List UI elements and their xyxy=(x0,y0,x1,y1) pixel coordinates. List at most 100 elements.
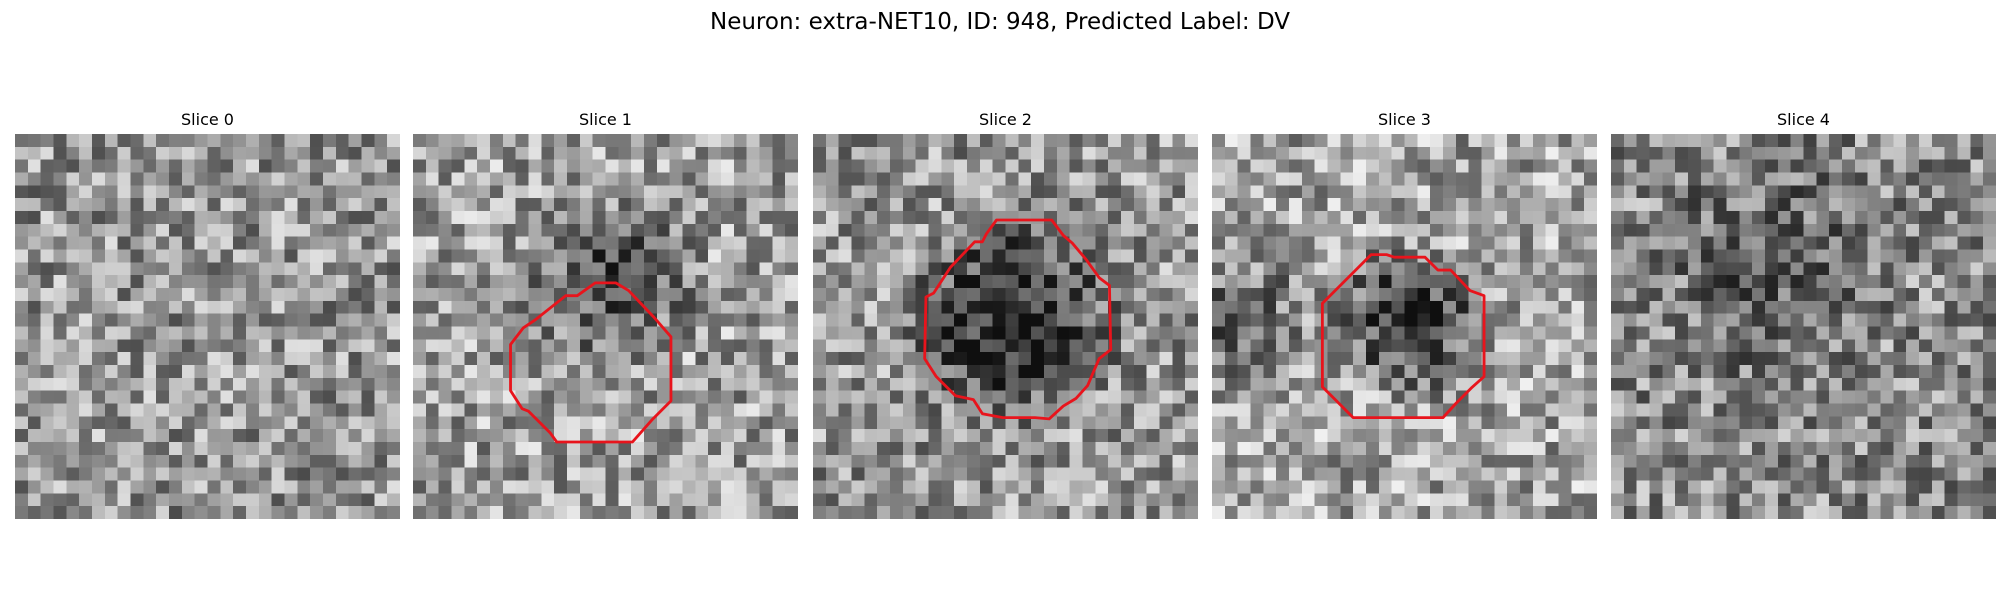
pixel xyxy=(1803,506,1817,519)
pixel xyxy=(1584,172,1597,186)
pixel xyxy=(438,146,452,160)
pixel xyxy=(1044,493,1058,507)
pixel xyxy=(567,146,581,160)
pixel xyxy=(992,365,1006,379)
pixel xyxy=(1263,185,1277,199)
pixel xyxy=(207,249,221,263)
pixel xyxy=(1212,185,1226,199)
pixel xyxy=(915,506,929,519)
pixel xyxy=(477,326,491,340)
pixel xyxy=(1314,416,1328,430)
pixel xyxy=(902,198,916,212)
pixel xyxy=(310,352,324,366)
pixel xyxy=(143,352,157,366)
pixel xyxy=(1494,313,1508,327)
pixel xyxy=(1494,288,1508,302)
pixel xyxy=(1880,416,1894,430)
pixel xyxy=(1662,326,1676,340)
pixel xyxy=(708,506,722,519)
pixel xyxy=(785,480,798,494)
pixel xyxy=(1970,352,1984,366)
pixel xyxy=(1159,185,1173,199)
pixel xyxy=(1532,185,1546,199)
pixel xyxy=(746,506,760,519)
pixel xyxy=(1366,506,1380,519)
pixel xyxy=(1854,365,1868,379)
pixel xyxy=(721,300,735,314)
pixel xyxy=(1366,159,1380,173)
pixel xyxy=(605,377,619,391)
pixel xyxy=(1108,300,1122,314)
pixel xyxy=(53,326,67,340)
pixel xyxy=(1739,352,1753,366)
pixel xyxy=(1842,377,1856,391)
pixel xyxy=(941,365,955,379)
pixel xyxy=(92,506,106,519)
pixel xyxy=(1005,390,1019,404)
pixel xyxy=(1146,262,1160,276)
pixel xyxy=(682,198,696,212)
pixel xyxy=(361,442,375,456)
pixel xyxy=(66,390,80,404)
pixel xyxy=(1005,403,1019,417)
pixel xyxy=(1611,480,1625,494)
pixel xyxy=(541,288,555,302)
pixel xyxy=(40,211,54,225)
pixel xyxy=(1532,223,1546,237)
pixel xyxy=(682,134,696,148)
pixel xyxy=(1867,146,1881,160)
pixel xyxy=(310,390,324,404)
pixel xyxy=(1159,159,1173,173)
pixel xyxy=(1455,442,1469,456)
pixel xyxy=(1430,249,1444,263)
pixel xyxy=(656,442,670,456)
pixel xyxy=(194,172,208,186)
pixel xyxy=(890,339,904,353)
pixel xyxy=(877,198,891,212)
neuron-contour xyxy=(923,218,1113,421)
pixel xyxy=(1520,506,1534,519)
pixel xyxy=(169,146,183,160)
pixel xyxy=(605,236,619,250)
pixel xyxy=(644,223,658,237)
pixel xyxy=(967,454,981,468)
pixel xyxy=(438,377,452,391)
pixel xyxy=(1636,480,1650,494)
pixel xyxy=(1558,288,1572,302)
pixel xyxy=(1404,185,1418,199)
pixel xyxy=(1263,313,1277,327)
pixel xyxy=(1301,480,1315,494)
pixel xyxy=(1468,236,1482,250)
pixel xyxy=(1417,172,1431,186)
pixel xyxy=(169,326,183,340)
pixel xyxy=(1121,288,1135,302)
pixel xyxy=(1931,339,1945,353)
pixel xyxy=(1082,454,1096,468)
pixel xyxy=(1056,249,1070,263)
pixel xyxy=(605,467,619,481)
pixel xyxy=(1056,506,1070,519)
pixel xyxy=(669,262,683,276)
pixel xyxy=(490,275,504,289)
pixel xyxy=(618,159,632,173)
pixel xyxy=(438,249,452,263)
pixel xyxy=(92,300,106,314)
pixel xyxy=(104,326,118,340)
pixel xyxy=(335,403,349,417)
pixel xyxy=(451,134,465,148)
pixel xyxy=(567,442,581,456)
pixel xyxy=(1250,416,1264,430)
pixel xyxy=(605,172,619,186)
pixel xyxy=(954,300,968,314)
pixel xyxy=(1443,506,1457,519)
pixel xyxy=(1931,506,1945,519)
pixel xyxy=(1443,134,1457,148)
pixel xyxy=(66,249,80,263)
pixel xyxy=(1520,429,1534,443)
pixel xyxy=(1005,146,1019,160)
pixel xyxy=(1353,211,1367,225)
pixel xyxy=(605,493,619,507)
pixel xyxy=(1121,454,1135,468)
pixel xyxy=(733,493,747,507)
pixel xyxy=(1430,313,1444,327)
